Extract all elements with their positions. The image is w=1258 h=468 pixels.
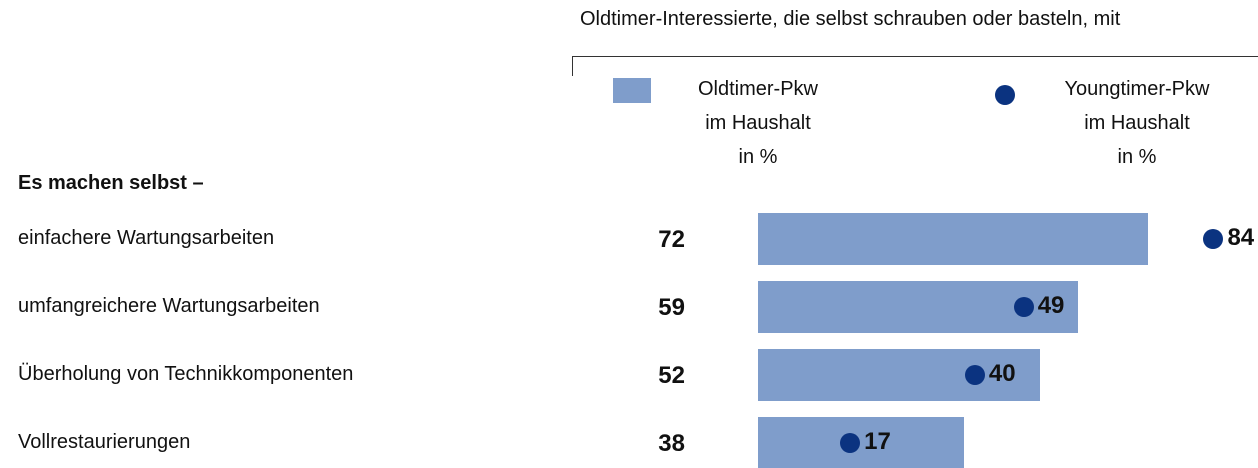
dot xyxy=(840,433,861,453)
legend-text: Oldtimer-Pkw im Haushalt in % xyxy=(697,78,818,168)
subtitle: Oldtimer-Interessierte, die selbst schra… xyxy=(580,8,1121,30)
category-label: umfangreichere Wartungsarbeiten xyxy=(18,295,320,317)
dot-label: 40 xyxy=(988,360,1016,387)
value-label: 72 xyxy=(658,226,685,253)
dot-label: 17 xyxy=(864,428,891,455)
bracket xyxy=(572,56,1258,57)
legend-text: Youngtimer-Pkw im Haushalt in % xyxy=(1064,78,1210,168)
dot xyxy=(1013,297,1034,317)
dot-label: 84 xyxy=(1227,224,1255,251)
category-label: einfachere Wartungsarbeiten xyxy=(18,227,275,249)
category-label: Vollrestaurierungen xyxy=(18,431,191,453)
dot xyxy=(1203,229,1224,249)
value-label: 52 xyxy=(658,362,685,389)
bracket xyxy=(572,56,573,76)
bar xyxy=(758,349,1040,401)
value-label: 38 xyxy=(658,430,685,457)
dot-label: 49 xyxy=(1037,292,1065,319)
category-label: Überholung von Technikkomponenten xyxy=(18,363,354,385)
value-label: 59 xyxy=(658,294,685,321)
bar xyxy=(758,417,965,468)
dot xyxy=(964,365,985,385)
group-label: Es machen selbst – xyxy=(18,172,204,194)
bar xyxy=(758,213,1149,265)
legend-swatch xyxy=(613,78,651,103)
legend-dot xyxy=(995,85,1015,105)
